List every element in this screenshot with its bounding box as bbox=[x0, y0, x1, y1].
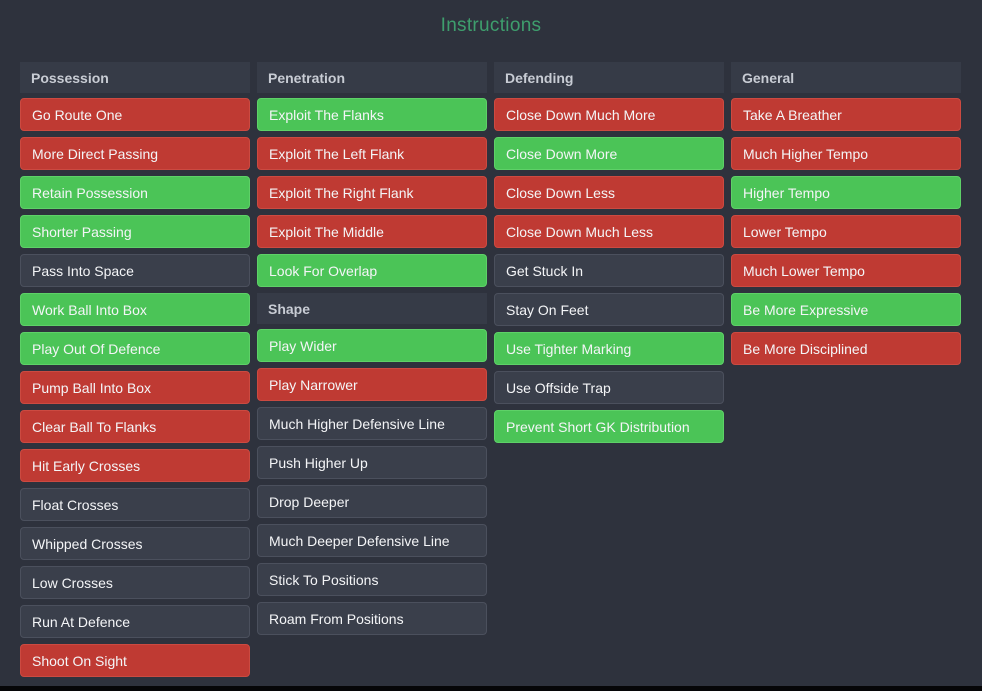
instruction-button[interactable]: Get Stuck In bbox=[494, 254, 724, 287]
instruction-button[interactable]: Run At Defence bbox=[20, 605, 250, 638]
page-title: Instructions bbox=[440, 15, 542, 36]
instruction-button[interactable]: Be More Expressive bbox=[731, 293, 961, 326]
instruction-button[interactable]: Exploit The Left Flank bbox=[257, 137, 487, 170]
instruction-button[interactable]: Stay On Feet bbox=[494, 293, 724, 326]
instruction-button[interactable]: Use Offside Trap bbox=[494, 371, 724, 404]
instruction-button[interactable]: Clear Ball To Flanks bbox=[20, 410, 250, 443]
column-possession: Possession Go Route One More Direct Passin… bbox=[20, 62, 250, 683]
instruction-button[interactable]: Close Down Much Less bbox=[494, 215, 724, 248]
instruction-button[interactable]: Pass Into Space bbox=[20, 254, 250, 287]
instruction-button[interactable]: Use Tighter Marking bbox=[494, 332, 724, 365]
column-defending: Defending Close Down Much More Close Down … bbox=[494, 62, 724, 683]
section-header-general: General bbox=[731, 62, 961, 93]
instruction-button[interactable]: Pump Ball Into Box bbox=[20, 371, 250, 404]
instruction-button[interactable]: Look For Overlap bbox=[257, 254, 487, 287]
instruction-button[interactable]: Take A Breather bbox=[731, 98, 961, 131]
instruction-button[interactable]: Push Higher Up bbox=[257, 446, 487, 479]
instruction-button[interactable]: Much Higher Defensive Line bbox=[257, 407, 487, 440]
instruction-button[interactable]: Drop Deeper bbox=[257, 485, 487, 518]
instruction-button[interactable]: More Direct Passing bbox=[20, 137, 250, 170]
section-header-penetration: Penetration bbox=[257, 62, 487, 93]
column-general: General Take A Breather Much Higher Tempo H… bbox=[731, 62, 961, 683]
instruction-button[interactable]: Play Out Of Defence bbox=[20, 332, 250, 365]
instruction-button[interactable]: Be More Disciplined bbox=[731, 332, 961, 365]
column-penetration: Penetration Exploit The Flanks Exploit The… bbox=[257, 62, 487, 683]
instruction-button[interactable]: Play Narrower bbox=[257, 368, 487, 401]
instruction-button[interactable]: Exploit The Right Flank bbox=[257, 176, 487, 209]
instruction-button[interactable]: Close Down Much More bbox=[494, 98, 724, 131]
instruction-button[interactable]: Much Lower Tempo bbox=[731, 254, 961, 287]
instruction-button[interactable]: Much Deeper Defensive Line bbox=[257, 524, 487, 557]
instruction-button[interactable]: Hit Early Crosses bbox=[20, 449, 250, 482]
section-header-possession: Possession bbox=[20, 62, 250, 93]
instruction-button[interactable]: Shoot On Sight bbox=[20, 644, 250, 677]
instruction-button[interactable]: Higher Tempo bbox=[731, 176, 961, 209]
instruction-button[interactable]: Close Down Less bbox=[494, 176, 724, 209]
instruction-button[interactable]: Roam From Positions bbox=[257, 602, 487, 635]
instruction-button[interactable]: Prevent Short GK Distribution bbox=[494, 410, 724, 443]
instruction-button[interactable]: Low Crosses bbox=[20, 566, 250, 599]
instruction-button[interactable]: Exploit The Middle bbox=[257, 215, 487, 248]
instruction-button[interactable]: Float Crosses bbox=[20, 488, 250, 521]
bottom-strip bbox=[0, 686, 982, 691]
instruction-button[interactable]: Go Route One bbox=[20, 98, 250, 131]
instruction-button[interactable]: Work Ball Into Box bbox=[20, 293, 250, 326]
instructions-board: Possession Go Route One More Direct Passin… bbox=[20, 62, 961, 683]
title-bar: Instructions bbox=[0, 0, 982, 52]
section-header-defending: Defending bbox=[494, 62, 724, 93]
instruction-button[interactable]: Exploit The Flanks bbox=[257, 98, 487, 131]
instruction-button[interactable]: Play Wider bbox=[257, 329, 487, 362]
instruction-button[interactable]: Close Down More bbox=[494, 137, 724, 170]
section-header-shape: Shape bbox=[257, 293, 487, 324]
instruction-button[interactable]: Much Higher Tempo bbox=[731, 137, 961, 170]
instruction-button[interactable]: Lower Tempo bbox=[731, 215, 961, 248]
instruction-button[interactable]: Stick To Positions bbox=[257, 563, 487, 596]
instruction-button[interactable]: Retain Possession bbox=[20, 176, 250, 209]
instruction-button[interactable]: Whipped Crosses bbox=[20, 527, 250, 560]
instruction-button[interactable]: Shorter Passing bbox=[20, 215, 250, 248]
